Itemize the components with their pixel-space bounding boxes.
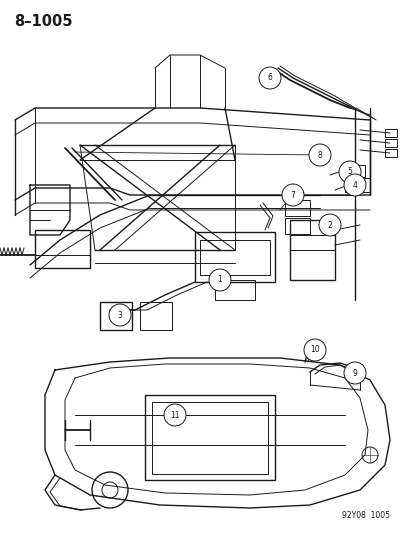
Circle shape bbox=[259, 67, 281, 89]
Text: 92Y08  1005: 92Y08 1005 bbox=[342, 511, 390, 520]
Bar bbox=[145, 395, 275, 480]
Bar bbox=[385, 129, 397, 137]
Text: 9: 9 bbox=[353, 368, 358, 377]
Bar bbox=[35, 230, 90, 268]
Bar bbox=[200, 240, 270, 275]
Bar bbox=[290, 220, 335, 280]
Text: 6: 6 bbox=[267, 74, 272, 83]
Text: 8–1005: 8–1005 bbox=[14, 14, 72, 29]
Bar bbox=[195, 232, 275, 282]
Text: 8: 8 bbox=[318, 150, 322, 159]
Text: 5: 5 bbox=[347, 167, 352, 176]
Bar bbox=[385, 149, 397, 157]
Bar bbox=[285, 200, 310, 216]
Text: 2: 2 bbox=[328, 221, 332, 230]
Bar bbox=[285, 218, 310, 234]
Circle shape bbox=[109, 304, 131, 326]
Text: 7: 7 bbox=[290, 190, 295, 199]
Bar bbox=[345, 178, 370, 192]
Text: 10: 10 bbox=[310, 345, 320, 354]
Circle shape bbox=[309, 144, 331, 166]
Text: 11: 11 bbox=[170, 410, 180, 419]
Circle shape bbox=[164, 404, 186, 426]
Bar bbox=[345, 165, 365, 177]
Circle shape bbox=[209, 269, 231, 291]
Bar bbox=[215, 280, 255, 300]
Bar bbox=[152, 402, 268, 474]
Circle shape bbox=[304, 339, 326, 361]
Text: 4: 4 bbox=[353, 181, 358, 190]
Circle shape bbox=[344, 362, 366, 384]
Circle shape bbox=[339, 161, 361, 183]
Circle shape bbox=[319, 214, 341, 236]
Circle shape bbox=[344, 174, 366, 196]
Bar bbox=[140, 302, 172, 330]
Text: 3: 3 bbox=[118, 311, 122, 319]
Text: 1: 1 bbox=[218, 276, 222, 285]
Bar bbox=[385, 139, 397, 147]
Circle shape bbox=[282, 184, 304, 206]
Bar bbox=[100, 302, 132, 330]
